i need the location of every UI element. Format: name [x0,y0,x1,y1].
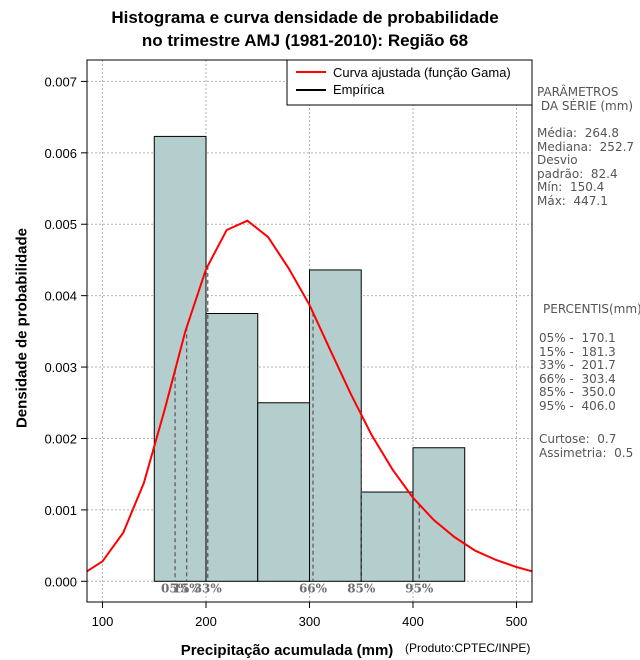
legend-label-empirical: Empírica [333,82,385,97]
x-tick-label-0: 100 [92,614,114,629]
product-credit: (Produto:CPTEC/INPE) [405,641,531,655]
percentile-label-1: 15% [173,581,202,595]
x-tick-label-3: 400 [402,614,424,629]
y-tick-label-4: 0.004 [44,289,77,304]
percentis-header: PERCENTIS(mm) [543,302,640,316]
y-tick-label-7: 0.007 [44,74,77,89]
percentis-values: 05% - 170.1 15% - 181.3 33% - 201.7 66% … [539,331,616,413]
histogram-bars [153,135,466,582]
legend-box [286,59,533,106]
histogram-bar-0 [153,135,207,582]
histogram-bar-3 [309,269,362,582]
percentile-label-0: 05% [161,581,190,595]
chart-title-line1: Histograma e curva densidade de probabil… [111,8,499,27]
params-values: Média: 264.8 Mediana: 252.7 Desvio padrã… [537,126,635,208]
y-tick-label-6: 0.006 [44,146,77,161]
chart-title-line2: no trimestre AMJ (1981-2010): Região 68 [141,31,469,50]
x-tick-label-2: 300 [299,614,321,629]
percentile-label-2: 33% [194,581,223,595]
percentile-label-3: 66% [299,581,328,595]
x-tick-label-4: 500 [506,614,528,629]
percentile-label-4: 85% [347,581,376,595]
y-axis: 0.000 0.001 0.002 0.003 0.004 0.005 0.006 0.007 [44,74,87,589]
x-axis-label: Precipitação acumulada (mm) [180,642,394,659]
legend-label-curve: Curva ajustada (função Gama) [333,65,511,80]
y-tick-label-5: 0.005 [44,217,77,232]
percentile-lines: 05%15%33% 66% 85% 95% [161,265,434,595]
gamma-fit-curve [86,219,533,573]
legend: Curva ajustada (função Gama) Empírica [286,59,533,106]
percentile-label-5: 95% [405,581,434,595]
histogram-bar-1 [205,313,259,582]
y-axis-label: Densidade de probabilidade [13,227,31,429]
y-tick-label-1: 0.001 [44,503,77,518]
histogram-bar-4 [360,491,414,582]
histogram-bar-5 [412,447,466,582]
y-tick-label-0: 0.000 [44,574,77,589]
params-header: PARÂMETROS DA SÉRIE (mm) [537,85,634,113]
y-tick-label-2: 0.002 [44,431,77,446]
shape-stats: Curtose: 0.7 Assimetria: 0.5 [539,432,634,460]
x-tick-label-1: 200 [195,614,217,629]
y-tick-label-3: 0.003 [44,360,77,375]
x-axis: 100 200 300 400 500 [92,602,528,629]
histogram-bar-2 [257,402,311,582]
